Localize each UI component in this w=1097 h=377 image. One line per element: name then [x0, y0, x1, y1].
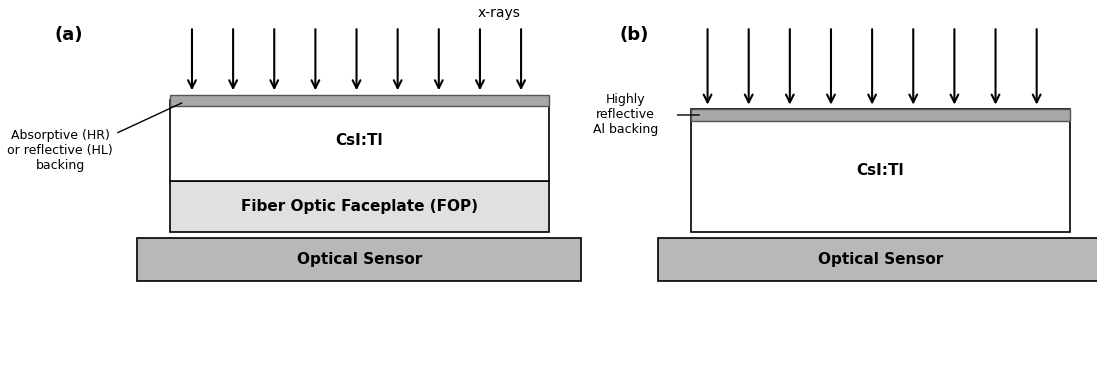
- FancyBboxPatch shape: [170, 181, 548, 232]
- Text: CsI:Tl: CsI:Tl: [336, 133, 383, 148]
- FancyBboxPatch shape: [170, 100, 548, 181]
- Text: (a): (a): [55, 26, 83, 44]
- Text: Highly
reflective
Al backing: Highly reflective Al backing: [592, 93, 658, 136]
- Text: Optical Sensor: Optical Sensor: [296, 252, 422, 267]
- FancyBboxPatch shape: [137, 238, 581, 281]
- Text: Fiber Optic Faceplate (FOP): Fiber Optic Faceplate (FOP): [240, 199, 478, 214]
- Text: (b): (b): [620, 26, 649, 44]
- FancyBboxPatch shape: [691, 109, 1070, 121]
- FancyBboxPatch shape: [170, 95, 548, 106]
- Text: Optical Sensor: Optical Sensor: [817, 252, 943, 267]
- Text: x-rays: x-rays: [477, 6, 521, 20]
- Text: CsI:Tl: CsI:Tl: [857, 163, 904, 178]
- FancyBboxPatch shape: [658, 238, 1097, 281]
- FancyBboxPatch shape: [691, 109, 1070, 232]
- Text: Absorptive (HR)
or reflective (HL)
backing: Absorptive (HR) or reflective (HL) backi…: [8, 129, 113, 172]
